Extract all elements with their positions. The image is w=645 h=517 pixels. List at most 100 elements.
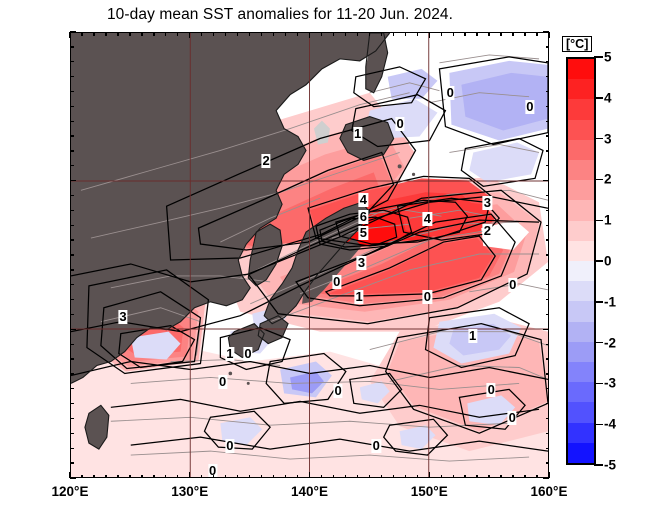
- x-axis-tick: [177, 32, 179, 36]
- x-axis-tick: [500, 32, 502, 36]
- x-axis-tick: [392, 474, 395, 478]
- x-axis-tick: [105, 32, 107, 36]
- x-axis-tick: [69, 472, 71, 478]
- colorbar-tick: [594, 423, 603, 425]
- colorbar-tick: [594, 301, 603, 303]
- contour-label: 0: [486, 381, 496, 397]
- y-axis-tick: [543, 179, 549, 182]
- x-axis-tick: [129, 474, 131, 478]
- y-axis-tick: [70, 46, 74, 48]
- colorbar-segment: [568, 341, 594, 362]
- contour-label: 4: [358, 192, 369, 208]
- contour-label: 1: [353, 126, 363, 142]
- x-axis-tick: [356, 32, 359, 36]
- colorbar-segment: [568, 59, 594, 80]
- x-axis-tick: [296, 32, 299, 36]
- x-axis-tick: [153, 32, 155, 36]
- y-axis-tick: [70, 432, 74, 435]
- x-axis-tick: [440, 474, 442, 478]
- y-axis-tick: [70, 373, 74, 375]
- colorbar-segment: [568, 301, 594, 322]
- x-axis-tick: [476, 32, 478, 36]
- x-axis-tick: [117, 474, 119, 478]
- colorbar-tick: [594, 342, 603, 344]
- y-axis-tick: [545, 432, 549, 435]
- y-axis-tick: [545, 239, 549, 241]
- colorbar-tick-label: -2: [604, 335, 617, 351]
- x-axis-tick: [380, 32, 383, 36]
- y-axis-tick: [545, 254, 549, 256]
- x-axis-tick: [356, 474, 359, 478]
- colorbar-unit-label: [°C]: [562, 36, 593, 52]
- x-axis-tick: [332, 32, 335, 36]
- colorbar-segment: [568, 180, 594, 201]
- colorbar-segment: [568, 362, 594, 383]
- y-axis-tick: [70, 120, 74, 122]
- y-axis-tick: [70, 135, 74, 137]
- y-axis-tick: [70, 328, 76, 331]
- y-axis-tick: [70, 254, 74, 256]
- colorbar-tick-label: 5: [604, 49, 612, 65]
- colorbar-tick: [594, 178, 603, 181]
- y-axis-tick: [545, 373, 549, 375]
- contour-label: 4: [422, 211, 432, 227]
- x-axis-tick: [344, 474, 347, 478]
- x-axis-tick: [320, 474, 323, 478]
- y-axis-tick: [545, 269, 549, 271]
- x-axis-tick: [488, 32, 490, 36]
- x-axis-tick: [272, 474, 275, 478]
- contour-label: 0: [508, 276, 518, 292]
- contour-label: 0: [218, 373, 228, 389]
- y-axis-tick: [545, 358, 549, 360]
- contour-label: 2: [261, 152, 271, 168]
- contour-label: 6: [358, 208, 369, 224]
- colorbar-tick-label: -4: [604, 416, 617, 432]
- y-axis-tick: [70, 269, 74, 271]
- y-axis-tick: [545, 165, 549, 167]
- x-axis-tick: [129, 32, 131, 36]
- x-axis-tick: [464, 474, 466, 478]
- y-axis-tick: [545, 402, 549, 405]
- x-axis-tick: [428, 32, 430, 38]
- x-axis-tick: [93, 32, 95, 36]
- x-axis-tick: [260, 474, 263, 478]
- x-axis-tick: [524, 32, 526, 36]
- x-axis-tick: [201, 474, 203, 478]
- x-axis-tick: [165, 32, 167, 36]
- x-axis-tick: [380, 474, 383, 478]
- colorbar-segment: [568, 119, 594, 140]
- y-axis-tick: [543, 328, 549, 331]
- y-axis-tick: [70, 224, 74, 226]
- y-axis-tick: [70, 31, 76, 33]
- x-axis-tick: [284, 474, 287, 478]
- x-axis-tick: [81, 474, 83, 478]
- sst-anomaly-map: [71, 33, 548, 477]
- x-axis-tick: [368, 32, 371, 36]
- x-axis-tick: [105, 474, 107, 478]
- map-plot-area[interactable]: 2 1 4 6 5 4 3 2 3 3 0 1 0 0 0 0 0 1 1 0 …: [70, 32, 549, 478]
- y-axis-tick: [70, 298, 74, 301]
- x-axis-tick: [344, 32, 347, 36]
- x-axis-tick: [308, 32, 311, 38]
- contour-label: 3: [482, 195, 493, 211]
- colorbar-tick: [594, 138, 603, 140]
- contour-label: 0: [208, 463, 218, 478]
- contour-label: 0: [507, 409, 517, 425]
- x-axis-tick: [452, 32, 454, 36]
- x-axis-tick: [189, 32, 191, 38]
- x-axis-tick: [452, 474, 454, 478]
- x-axis-tick: [213, 32, 215, 36]
- x-axis-tick: [392, 32, 395, 36]
- x-axis-tick: [141, 32, 143, 36]
- y-axis-tick: [545, 462, 549, 464]
- y-axis-tick: [545, 284, 549, 286]
- contour-label: 1: [225, 346, 235, 361]
- colorbar[interactable]: [566, 57, 596, 465]
- colorbar-tick-label: -1: [604, 294, 617, 310]
- x-axis-tick: [320, 32, 323, 36]
- y-axis-tick: [545, 224, 549, 226]
- x-axis-tick: [213, 474, 215, 478]
- y-axis-tick: [70, 402, 74, 405]
- y-axis-tick: [543, 31, 549, 33]
- contour-label: 1: [354, 288, 364, 304]
